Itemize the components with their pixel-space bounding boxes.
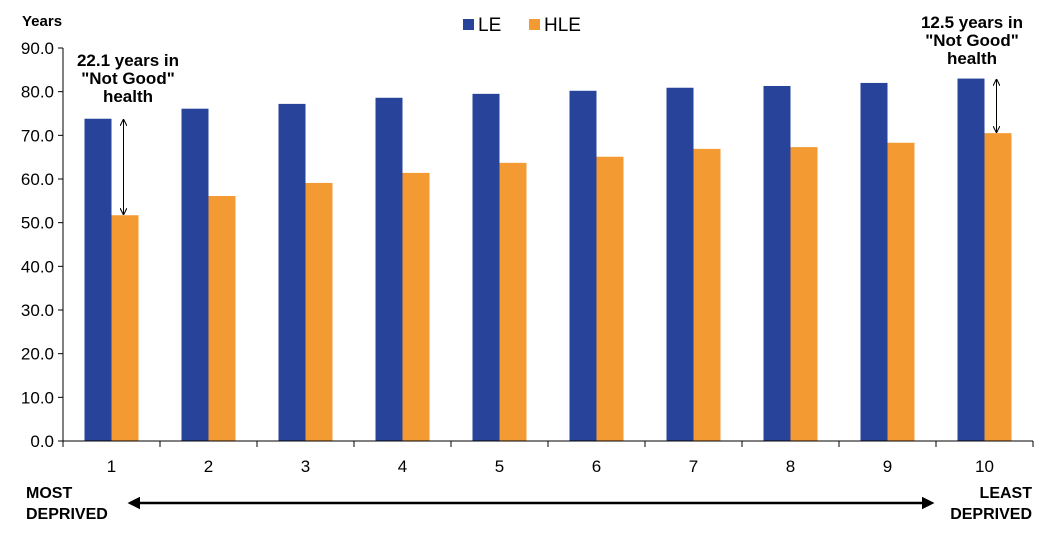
y-tick-label: 90.0 [21, 39, 54, 58]
annotation-1: 22.1 years in "Not Good" health [77, 51, 179, 106]
legend-swatch-hle [529, 19, 540, 30]
x-axis: 1 2 3 4 5 6 7 8 9 10 [62, 440, 1034, 476]
legend-label-hle: HLE [544, 15, 581, 36]
least-deprived-label: LEAST DEPRIVED [950, 485, 1032, 523]
legend-label-le: LE [478, 15, 501, 36]
legend: LE HLE [463, 15, 581, 36]
y-tick-label: 80.0 [21, 83, 54, 102]
bar-hle-8 [790, 147, 818, 441]
legend-swatch-le [463, 19, 474, 30]
x-tick-label: 5 [495, 457, 504, 476]
bar-le-5 [472, 93, 500, 441]
bar-hle-3 [305, 182, 333, 441]
bar-hle-6 [596, 156, 624, 442]
bar-hle-5 [499, 162, 527, 442]
bar-le-2 [181, 108, 209, 442]
y-tick-label: 50.0 [21, 214, 54, 233]
y-axis: 0.0 10.0 20.0 30.0 40.0 50.0 60.0 70.0 80.0 90.0 [21, 39, 64, 451]
annotation-2: 12.5 years in "Not Good" health [921, 13, 1023, 68]
bar-le-4 [375, 97, 403, 441]
y-tick-label: 10.0 [21, 388, 54, 407]
y-tick-label: 40.0 [21, 257, 54, 276]
bar-hle-9 [887, 142, 915, 442]
y-tick-label: 60.0 [21, 170, 54, 189]
x-tick-label: 3 [301, 457, 310, 476]
x-tick-label: 2 [204, 457, 213, 476]
x-tick-label: 7 [689, 457, 698, 476]
most-deprived-label: MOST DEPRIVED [26, 485, 108, 523]
annotations: 22.1 years in "Not Good" health 12.5 years … [77, 13, 1023, 214]
deprivation-axis-note: MOST DEPRIVED LEAST DEPRIVED [26, 485, 1032, 523]
bar-hle-10 [984, 133, 1012, 441]
bar-le-6 [569, 90, 597, 441]
y-tick-label: 30.0 [21, 301, 54, 320]
x-tick-label: 10 [975, 457, 994, 476]
bar-hle-2 [208, 196, 236, 441]
y-axis-label: Years [22, 13, 62, 30]
bar-hle-7 [693, 148, 721, 441]
bar-hle-4 [402, 172, 430, 442]
y-tick-label: 0.0 [30, 432, 54, 451]
x-tick-label: 4 [398, 457, 407, 476]
bar-le-9 [860, 82, 888, 441]
bar-le-10 [957, 78, 985, 442]
bar-hle-1 [111, 215, 139, 441]
x-tick-label: 1 [107, 457, 116, 476]
bars [84, 78, 1012, 442]
x-tick-label: 9 [883, 457, 892, 476]
x-tick-label: 8 [786, 457, 795, 476]
bar-le-8 [763, 85, 791, 442]
bar-le-3 [278, 103, 306, 441]
bar-le-1 [84, 118, 112, 442]
y-tick-label: 70.0 [21, 126, 54, 145]
y-tick-label: 20.0 [21, 345, 54, 364]
bar-le-7 [666, 87, 694, 441]
x-tick-label: 6 [592, 457, 601, 476]
